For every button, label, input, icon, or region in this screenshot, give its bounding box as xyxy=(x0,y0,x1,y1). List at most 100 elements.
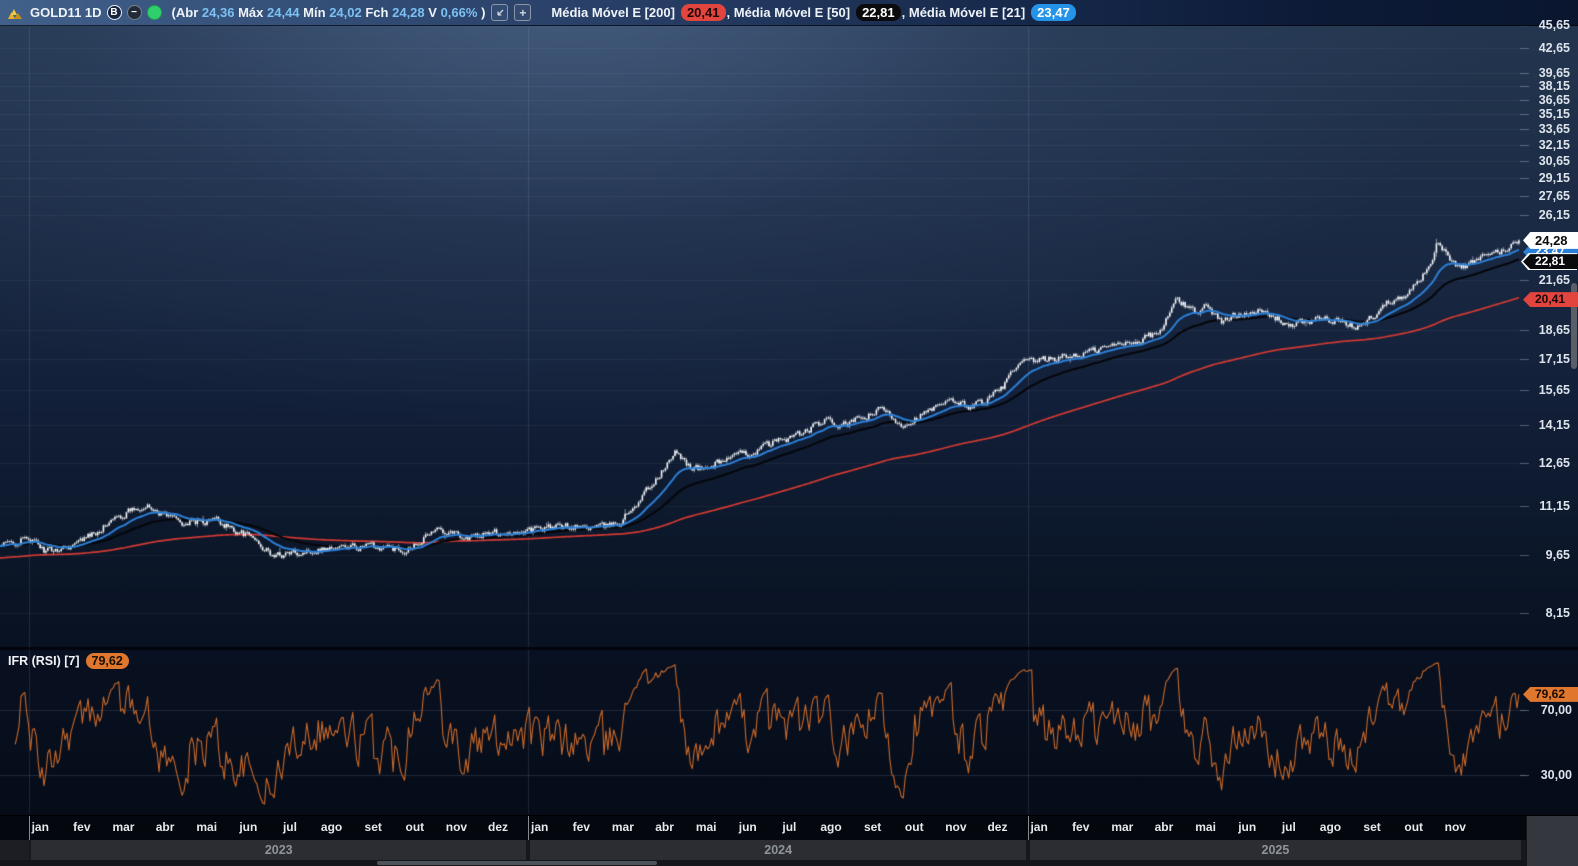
month-label-dez-2024: dez xyxy=(980,820,1014,834)
horizontal-scrollbar-thumb[interactable] xyxy=(377,861,657,865)
rsi-level-label: 70,00 xyxy=(1526,702,1572,718)
timeframe-label: 1D xyxy=(85,5,102,20)
add-indicator-button[interactable]: + xyxy=(514,4,531,21)
price-tick: 30,65 xyxy=(1526,153,1570,169)
low-value: 24,02 xyxy=(329,5,362,20)
chart-canvas[interactable] xyxy=(0,0,1578,866)
month-label-mai-2024: mai xyxy=(689,820,723,834)
year-label: 2024 xyxy=(764,843,792,857)
year-label: 2025 xyxy=(1262,843,1290,857)
price-tick: 14,15 xyxy=(1526,417,1570,433)
low-label: Mín xyxy=(303,5,325,20)
high-label: Máx xyxy=(238,5,263,20)
var-label: V xyxy=(428,5,437,20)
rsi-indicator-label: IFR (RSI) [7] xyxy=(8,654,80,668)
month-label-set-2024: set xyxy=(856,820,890,834)
month-label-set-2023: set xyxy=(356,820,390,834)
month-label-mai-2025: mai xyxy=(1189,820,1223,834)
month-label-fev-2024: fev xyxy=(564,820,598,834)
time-axis-years[interactable]: 2023 2024 2025 xyxy=(0,840,1578,860)
price-tick: 42,65 xyxy=(1526,40,1570,56)
year-boundary-tick xyxy=(528,816,529,841)
trading-chart-window: GOLD11 1D B − ( Abr 24,36 Máx 24,44 Mín … xyxy=(0,0,1578,866)
legend-ma50-value-badge: 22,81 xyxy=(856,4,901,21)
pointer-arrow-icon xyxy=(495,8,505,18)
price-tick: 18,65 xyxy=(1526,322,1570,338)
month-label-nov-2024: nov xyxy=(939,820,973,834)
price-badge-last: 24,28 xyxy=(1523,232,1578,249)
month-label-ago-2025: ago xyxy=(1313,820,1347,834)
close-value: 24,28 xyxy=(392,5,425,20)
rsi-pane-header: IFR (RSI) [7] 79,62 xyxy=(8,653,129,669)
price-tick: 17,15 xyxy=(1526,351,1570,367)
rsi-level-label: 30,00 xyxy=(1526,767,1572,783)
price-tick: 26,15 xyxy=(1526,207,1570,223)
year-segment-2025: 2025 xyxy=(1030,840,1521,860)
month-label-ago-2024: ago xyxy=(814,820,848,834)
price-tick: 29,15 xyxy=(1526,170,1570,186)
price-badge-ma50: 22,81 xyxy=(1523,254,1578,269)
rsi-last-value-badge: 79,62 xyxy=(1523,687,1578,702)
price-tick: 12,65 xyxy=(1526,455,1570,471)
month-label-mai-2023: mai xyxy=(190,820,224,834)
pointer-tool-button[interactable] xyxy=(491,4,508,21)
price-tick: 45,65 xyxy=(1526,17,1570,33)
price-tick: 27,65 xyxy=(1526,188,1570,204)
month-label-out-2025: out xyxy=(1397,820,1431,834)
price-tick: 21,65 xyxy=(1526,272,1570,288)
month-label-nov-2025: nov xyxy=(1438,820,1472,834)
month-label-nov-2023: nov xyxy=(439,820,473,834)
month-label-jun-2025: jun xyxy=(1230,820,1264,834)
symbol-label: GOLD11 xyxy=(30,5,81,20)
year-segment-2024: 2024 xyxy=(530,840,1025,860)
year-bar-left-cap xyxy=(0,840,29,860)
legend-ma200-value-badge: 20,41 xyxy=(681,4,726,21)
price-tick: 35,15 xyxy=(1526,106,1570,122)
rsi-value-badge: 79,62 xyxy=(86,653,129,669)
axis-corner-block xyxy=(1526,816,1578,866)
month-label-ago-2023: ago xyxy=(315,820,349,834)
close-label: Fch xyxy=(365,5,388,20)
month-label-jul-2024: jul xyxy=(772,820,806,834)
price-tick: 33,65 xyxy=(1526,121,1570,137)
month-label-dez-2023: dez xyxy=(481,820,515,834)
price-tick: 8,15 xyxy=(1526,605,1570,621)
month-label-mar-2024: mar xyxy=(606,820,640,834)
top-toolbar: GOLD11 1D B − ( Abr 24,36 Máx 24,44 Mín … xyxy=(0,0,1578,26)
legend-ma50-label: Média Móvel E [50] xyxy=(734,5,850,20)
price-tick: 11,15 xyxy=(1526,498,1570,514)
year-boundary-tick xyxy=(29,816,30,841)
open-value: 24,36 xyxy=(202,5,235,20)
ohlc-close-paren: ) xyxy=(477,5,485,20)
high-value: 24,44 xyxy=(267,5,300,20)
month-label-abr-2023: abr xyxy=(148,820,182,834)
price-tick: 32,15 xyxy=(1526,137,1570,153)
year-boundary-tick xyxy=(1028,816,1029,841)
exchange-badge-icon: B xyxy=(107,5,122,20)
year-label: 2023 xyxy=(265,843,293,857)
price-badge-ma200: 20,41 xyxy=(1523,292,1578,307)
month-label-jul-2023: jul xyxy=(273,820,307,834)
var-value: 0,66% xyxy=(441,5,478,20)
month-label-jun-2023: jun xyxy=(231,820,265,834)
time-axis-months: janfevmarabrmaijunjulagosetoutnovdezjanf… xyxy=(0,815,1578,840)
year-segment-2023: 2023 xyxy=(31,840,526,860)
month-label-jul-2025: jul xyxy=(1272,820,1306,834)
legend-ma21-label: Média Móvel E [21] xyxy=(909,5,1025,20)
horizontal-scrollbar[interactable] xyxy=(0,860,1578,866)
month-label-abr-2024: abr xyxy=(648,820,682,834)
month-label-abr-2025: abr xyxy=(1147,820,1181,834)
status-circle-icon[interactable] xyxy=(147,5,162,20)
month-label-set-2025: set xyxy=(1355,820,1389,834)
price-tick: 15,65 xyxy=(1526,382,1570,398)
month-label-jun-2024: jun xyxy=(731,820,765,834)
open-label: Abr xyxy=(176,5,198,20)
month-label-out-2023: out xyxy=(398,820,432,834)
legend-ma21-value-badge: 23,47 xyxy=(1031,4,1076,21)
legend-ma200-label: Média Móvel E [200] xyxy=(551,5,675,20)
month-label-fev-2025: fev xyxy=(1064,820,1098,834)
collapse-circle-icon[interactable]: − xyxy=(127,5,142,20)
month-label-fev-2023: fev xyxy=(65,820,99,834)
month-label-out-2024: out xyxy=(897,820,931,834)
month-label-mar-2023: mar xyxy=(106,820,140,834)
